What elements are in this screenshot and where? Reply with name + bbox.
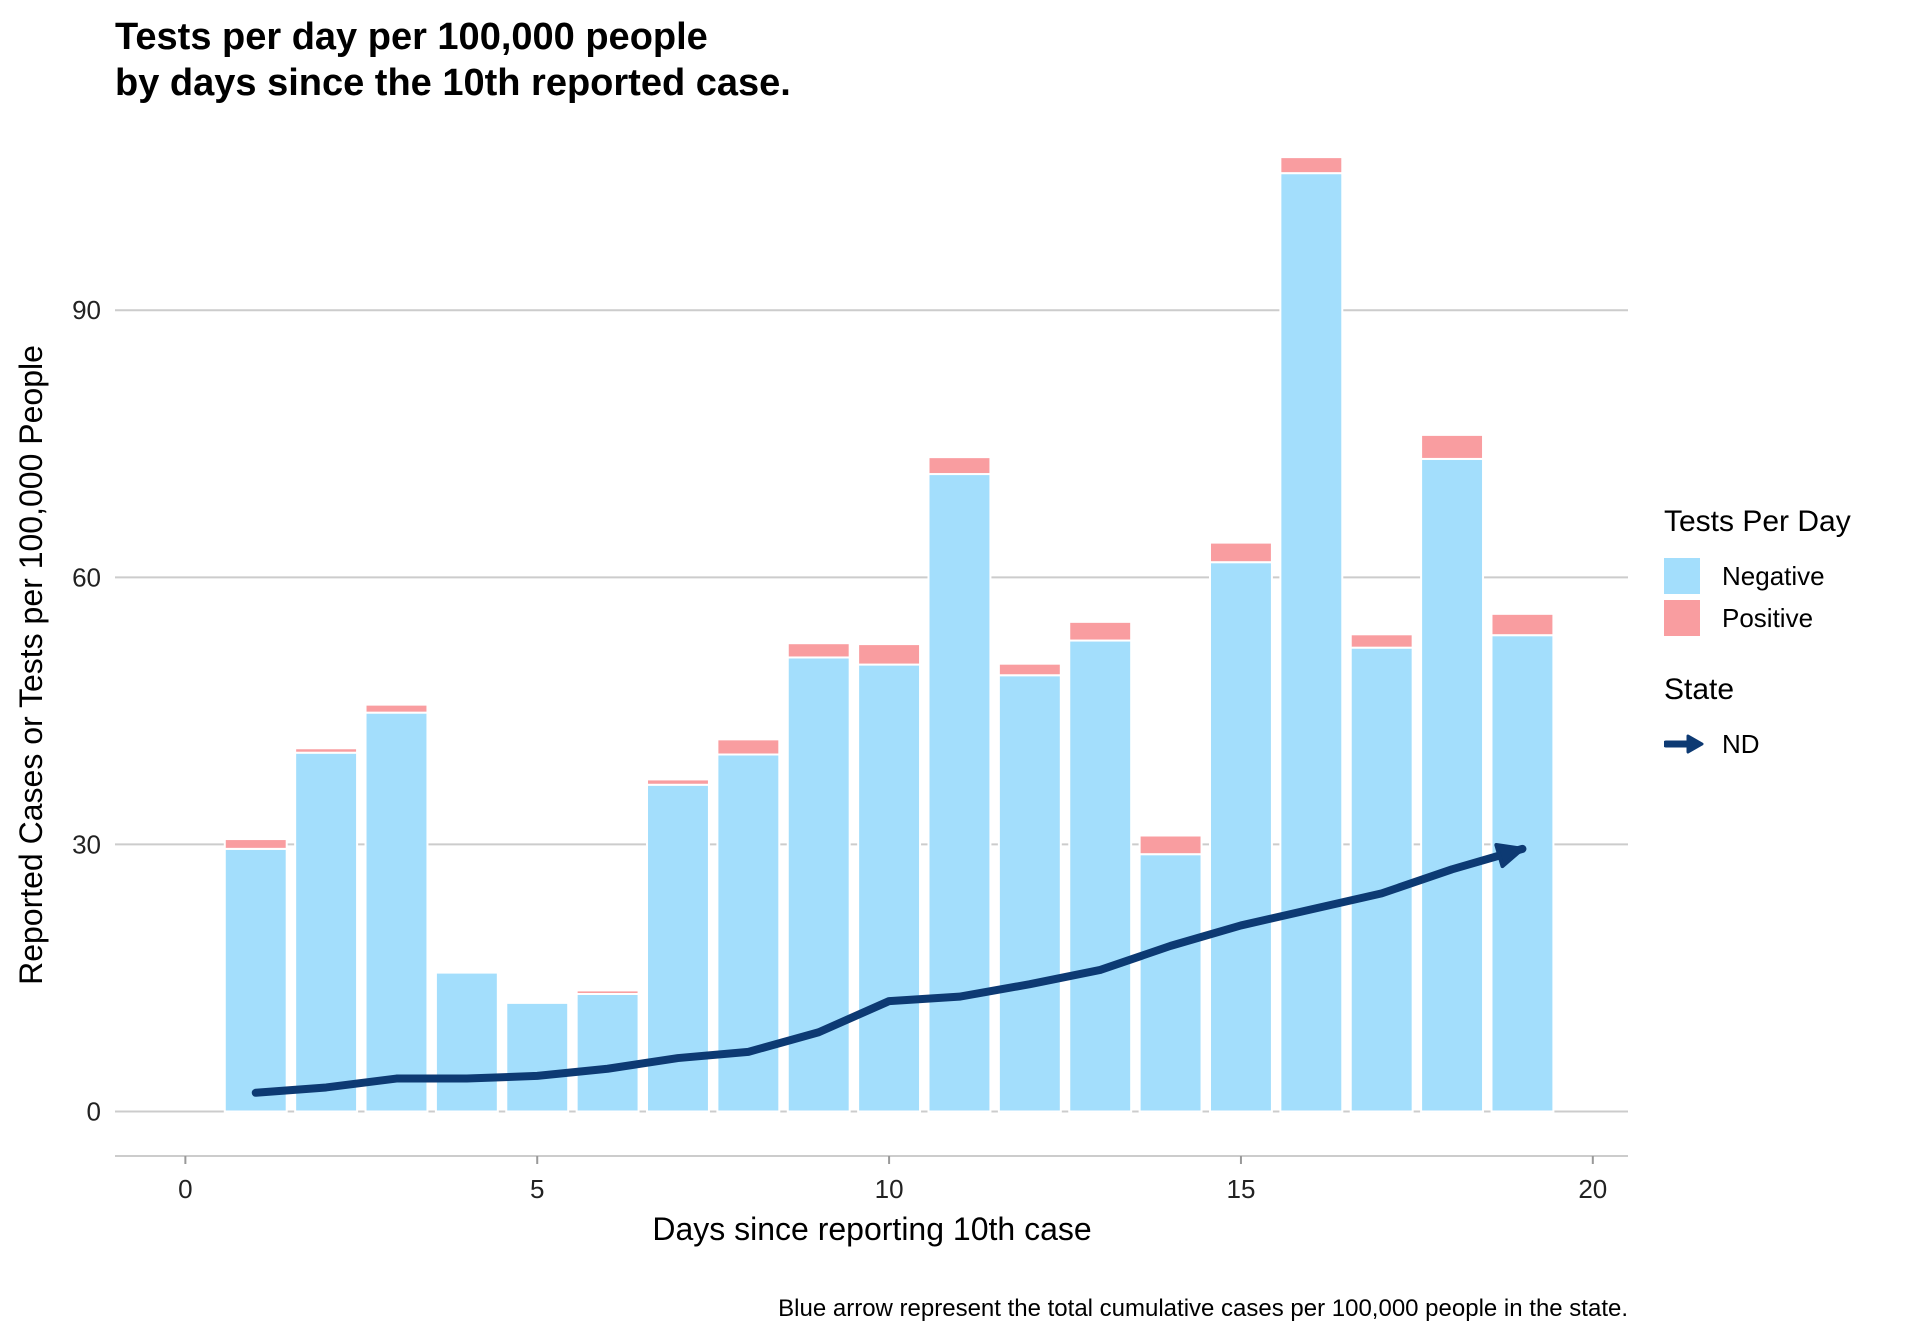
bar-negative-10 — [857, 663, 922, 1113]
legend-item-negative: Negative — [1664, 555, 1851, 597]
chart-subtitle: by days since the 10th reported case. — [115, 62, 791, 104]
bar-negative-15 — [1208, 561, 1273, 1113]
y-tick-label-60: 60 — [72, 562, 101, 592]
bar-negative-3 — [364, 711, 429, 1113]
bar-positive-13 — [1068, 620, 1133, 642]
bar-negative-12 — [997, 674, 1062, 1113]
bar-negative-14 — [1138, 853, 1203, 1113]
bar-negative-17 — [1349, 646, 1414, 1113]
bar-negative-8 — [716, 753, 781, 1113]
bar-positive-1 — [223, 838, 288, 850]
bar-negative-5 — [505, 1001, 570, 1113]
chart-title: Tests per day per 100,000 people by days… — [115, 14, 791, 106]
legend-item-positive: Positive — [1664, 597, 1851, 639]
bar-negative-4 — [434, 971, 499, 1113]
axes: 0 30 60 90 0 5 10 15 20 — [72, 295, 1628, 1204]
bar-negative-13 — [1068, 639, 1133, 1113]
bar-positive-18 — [1420, 433, 1485, 460]
cumulative-line-layer — [251, 843, 1527, 1097]
bar-negative-2 — [294, 751, 359, 1113]
y-tick-label-0: 0 — [87, 1096, 101, 1126]
legend-swatch-negative — [1664, 558, 1700, 594]
bar-negative-19 — [1490, 634, 1555, 1113]
bar-positive-3 — [364, 703, 429, 714]
bar-positive-15 — [1208, 541, 1273, 564]
legend-label-positive: Positive — [1722, 602, 1814, 633]
bar-negative-6 — [575, 992, 640, 1113]
x-tick-label-10: 10 — [875, 1174, 904, 1204]
bar-positive-19 — [1490, 612, 1555, 637]
bar-positive-6 — [575, 989, 640, 995]
bar-negative-16 — [1279, 172, 1344, 1113]
legend-arrow-icon — [1664, 734, 1704, 754]
x-tick-label-0: 0 — [178, 1174, 192, 1204]
x-tick-label-15: 15 — [1226, 1174, 1255, 1204]
bar-positive-9 — [786, 642, 851, 659]
y-tick-label-30: 30 — [72, 829, 101, 859]
bar-positive-2 — [294, 747, 359, 754]
bar-positive-10 — [857, 643, 922, 666]
legend-fill-title: Tests Per Day — [1664, 505, 1851, 538]
bars — [223, 156, 1555, 1113]
x-tick-label-5: 5 — [530, 1174, 544, 1204]
legend-swatch-positive — [1664, 600, 1700, 636]
bar-positive-11 — [927, 456, 992, 476]
cumulative-line — [251, 844, 1527, 1097]
legend-label-negative: Negative — [1722, 560, 1825, 591]
legend-item-nd: ND — [1664, 723, 1851, 765]
chart-caption: Blue arrow represent the total cumulativ… — [778, 1295, 1628, 1322]
bar-positive-17 — [1349, 633, 1414, 649]
cumulative-line-arrowhead — [1494, 843, 1525, 869]
legend: Tests Per Day Negative Positive State ND — [1664, 505, 1851, 765]
legend-label-nd: ND — [1722, 728, 1760, 759]
bar-positive-14 — [1138, 834, 1203, 856]
bar-negative-18 — [1420, 457, 1485, 1113]
bar-positive-7 — [646, 778, 710, 786]
chart-title-line1: Tests per day per 100,000 people — [115, 16, 708, 58]
bar-negative-1 — [223, 847, 288, 1113]
bar-positive-12 — [997, 662, 1062, 677]
y-tick-label-90: 90 — [72, 295, 101, 325]
legend-color-title: State — [1664, 673, 1735, 706]
y-axis-label: Reported Cases or Tests per 100,000 Peop… — [13, 345, 49, 985]
bar-negative-11 — [927, 473, 992, 1113]
bar-positive-16 — [1279, 156, 1344, 175]
x-axis-label: Days since reporting 10th case — [652, 1211, 1091, 1247]
bar-negative-9 — [786, 656, 851, 1113]
bar-positive-8 — [716, 738, 781, 756]
x-tick-label-20: 20 — [1578, 1174, 1607, 1204]
